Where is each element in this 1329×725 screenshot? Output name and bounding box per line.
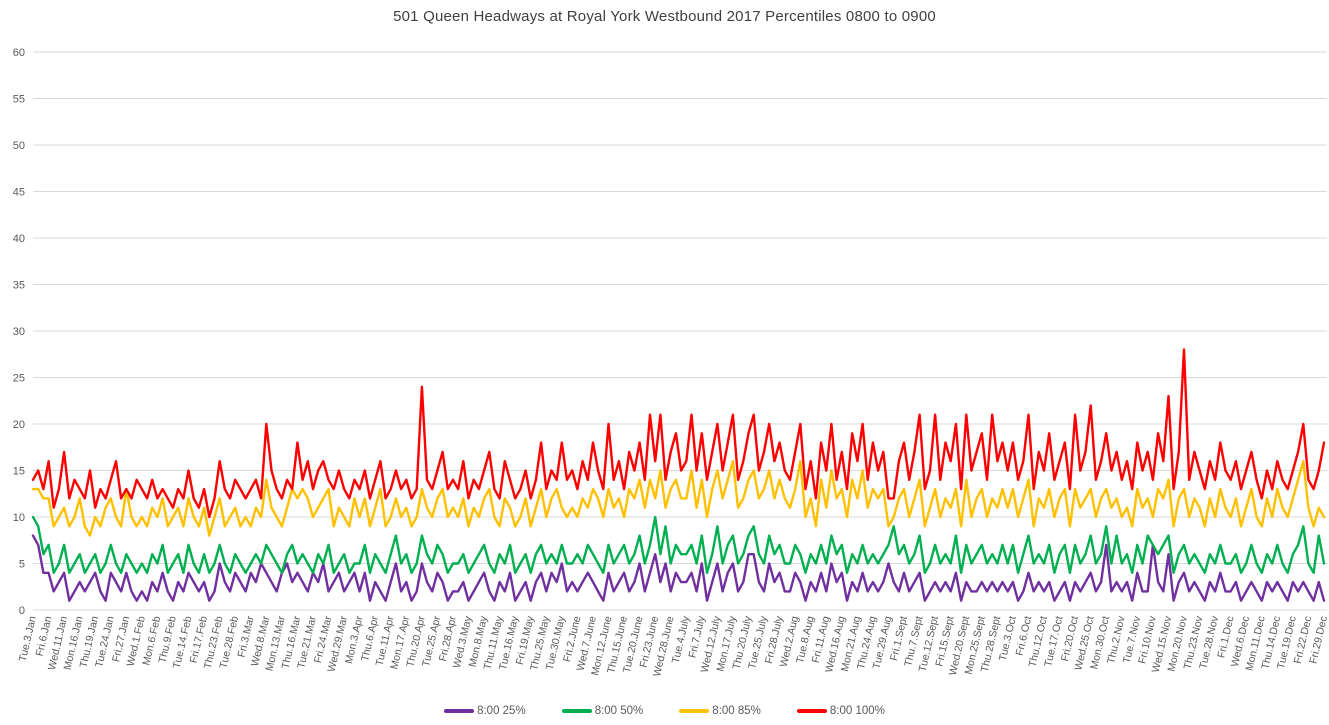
y-tick-label: 5 bbox=[19, 559, 25, 571]
legend-line-swatch-8-00-25 bbox=[444, 709, 475, 713]
x-axis-labels: Tue.3.JanFri.6.JanWed.11.JanMon.16.JanTh… bbox=[17, 614, 1329, 678]
legend-item-8-00-25: 8:00 25% bbox=[444, 705, 526, 717]
legend-item-8-00-100: 8:00 100% bbox=[796, 705, 885, 717]
legend-item-8-00-50: 8:00 50% bbox=[561, 705, 644, 717]
y-tick-label: 60 bbox=[13, 47, 25, 59]
legend-label-8-00-100: 8:00 100% bbox=[829, 705, 885, 717]
y-tick-label: 35 bbox=[13, 280, 25, 292]
series-line-8-00-100 bbox=[31, 348, 1326, 519]
legend-label-8-00-85: 8:00 85% bbox=[712, 705, 761, 717]
y-tick-label: 30 bbox=[13, 326, 25, 338]
legend-label-8-00-25: 8:00 25% bbox=[477, 705, 526, 717]
legend-item-8-00-85: 8:00 85% bbox=[679, 705, 761, 717]
series-line-8-00-25 bbox=[31, 534, 1326, 602]
legend-line-swatch-8-00-100 bbox=[796, 709, 827, 713]
legend: 8:00 25% 8:00 50% 8:00 85% 8:00 100% bbox=[0, 701, 1329, 721]
y-axis-labels: 0 5 10 15 20 25 30 35 40 45 50 55 60 bbox=[13, 47, 25, 617]
y-tick-label: 20 bbox=[13, 419, 25, 431]
y-tick-label: 40 bbox=[13, 233, 25, 245]
y-tick-label: 45 bbox=[13, 187, 25, 199]
y-tick-label: 25 bbox=[13, 373, 25, 385]
legend-line-swatch-8-00-50 bbox=[561, 709, 592, 713]
chart-title: 501 Queen Headways at Royal York Westbou… bbox=[393, 8, 936, 25]
y-tick-label: 0 bbox=[19, 605, 25, 617]
y-tick-label: 10 bbox=[13, 512, 25, 524]
series-line-8-00-50 bbox=[31, 515, 1326, 574]
y-tick-label: 15 bbox=[13, 466, 25, 478]
y-tick-label: 50 bbox=[13, 140, 25, 152]
legend-line-swatch-8-00-85 bbox=[679, 709, 710, 713]
series-line-8-00-85 bbox=[31, 460, 1326, 537]
legend-label-8-00-50: 8:00 50% bbox=[594, 705, 644, 717]
y-tick-label: 55 bbox=[13, 94, 25, 106]
